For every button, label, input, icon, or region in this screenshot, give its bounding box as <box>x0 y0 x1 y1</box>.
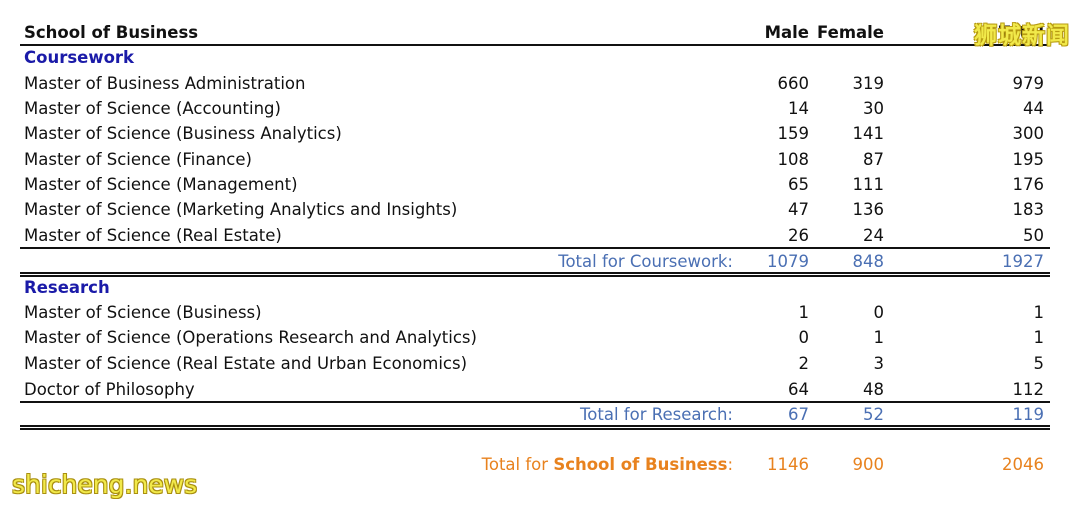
table-row: Master of Science (Management) 65 111 17… <box>0 172 1080 197</box>
program-name: Master of Science (Operations Research a… <box>24 328 477 347</box>
total-count: 183 <box>1012 200 1045 219</box>
subtotal-row-research: Total for Research: 67 52 119 <box>0 402 1080 427</box>
subtotal-divider <box>20 247 1050 249</box>
section-heading-row: Research <box>0 275 1080 300</box>
section-heading-coursework: Coursework <box>24 48 135 67</box>
female-count: 141 <box>852 124 885 143</box>
male-subtotal: 1079 <box>767 252 809 271</box>
total-column-header: Total <box>998 23 1044 42</box>
male-count: 64 <box>788 380 809 399</box>
grand-total-double-divider <box>20 425 1050 430</box>
male-count: 159 <box>777 124 810 143</box>
subtotal-label: Total for Research: <box>580 405 733 424</box>
table-row: Master of Business Administration 660 31… <box>0 71 1080 96</box>
female-count: 0 <box>873 303 885 322</box>
female-column-header: Female <box>817 23 884 42</box>
total-count: 195 <box>1012 150 1045 169</box>
male-count: 65 <box>788 175 809 194</box>
program-name: Master of Science (Real Estate) <box>24 226 282 245</box>
total-subtotal: 119 <box>1012 405 1045 424</box>
grand-total-label: Total for School of Business: <box>481 455 733 474</box>
male-grand-total: 1146 <box>767 455 809 474</box>
female-count: 1 <box>873 328 885 347</box>
table-row: Master of Science (Operations Research a… <box>0 325 1080 350</box>
female-count: 30 <box>863 99 884 118</box>
total-count: 5 <box>1033 354 1045 373</box>
section-heading-research: Research <box>24 278 110 297</box>
grand-total-school-name: School of Business <box>553 455 728 474</box>
subtotal-divider <box>20 401 1050 403</box>
female-count: 87 <box>863 150 884 169</box>
section-double-divider <box>20 272 1050 277</box>
subtotal-row-coursework: Total for Coursework: 1079 848 1927 <box>0 249 1080 274</box>
program-name: Doctor of Philosophy <box>24 380 195 399</box>
table-header: School of Business Male Female Total <box>0 20 1080 45</box>
female-subtotal: 848 <box>852 252 885 271</box>
table-row: Master of Science (Accounting) 14 30 44 <box>0 96 1080 121</box>
male-count: 0 <box>798 328 810 347</box>
table-row: Master of Science (Marketing Analytics a… <box>0 197 1080 222</box>
total-count: 44 <box>1023 99 1044 118</box>
male-count: 26 <box>788 226 809 245</box>
total-count: 1 <box>1033 328 1045 347</box>
female-count: 3 <box>873 354 885 373</box>
total-count: 1 <box>1033 303 1045 322</box>
total-count: 300 <box>1012 124 1045 143</box>
female-grand-total: 900 <box>852 455 885 474</box>
school-title: School of Business <box>24 23 199 42</box>
male-count: 108 <box>777 150 810 169</box>
male-count: 1 <box>798 303 810 322</box>
program-name: Master of Science (Business) <box>24 303 262 322</box>
program-name: Master of Science (Real Estate and Urban… <box>24 354 468 373</box>
total-subtotal: 1927 <box>1002 252 1044 271</box>
total-count: 176 <box>1012 175 1045 194</box>
table-row: Master of Science (Business Analytics) 1… <box>0 121 1080 146</box>
table-row: Master of Science (Real Estate) 26 24 50 <box>0 223 1080 248</box>
female-count: 24 <box>863 226 884 245</box>
watermark-english: shicheng.news <box>12 470 198 499</box>
male-column-header: Male <box>764 23 809 42</box>
program-name: Master of Science (Finance) <box>24 150 252 169</box>
total-grand-total: 2046 <box>1002 455 1044 474</box>
table-row: Master of Science (Finance) 108 87 195 <box>0 147 1080 172</box>
female-count: 136 <box>852 200 885 219</box>
subtotal-label: Total for Coursework: <box>558 252 733 271</box>
female-count: 319 <box>852 74 885 93</box>
program-name: Master of Science (Management) <box>24 175 298 194</box>
male-count: 47 <box>788 200 809 219</box>
total-count: 112 <box>1012 380 1045 399</box>
program-name: Master of Science (Accounting) <box>24 99 281 118</box>
header-divider <box>20 44 1050 46</box>
male-subtotal: 67 <box>788 405 809 424</box>
total-count: 50 <box>1023 226 1044 245</box>
program-name: Master of Business Administration <box>24 74 306 93</box>
section-heading-row: Coursework <box>0 45 1080 70</box>
male-count: 14 <box>788 99 809 118</box>
grand-total-row: Total for School of Business: 1146 900 2… <box>0 452 1080 477</box>
table-row: Doctor of Philosophy 64 48 112 <box>0 377 1080 402</box>
male-count: 660 <box>777 74 810 93</box>
male-count: 2 <box>798 354 810 373</box>
female-count: 48 <box>863 380 884 399</box>
female-count: 111 <box>852 175 885 194</box>
table-row: Master of Science (Real Estate and Urban… <box>0 351 1080 376</box>
watermark-chinese: 狮城新闻 <box>974 23 1070 49</box>
program-name: Master of Science (Marketing Analytics a… <box>24 200 458 219</box>
female-subtotal: 52 <box>863 405 884 424</box>
total-count: 979 <box>1012 74 1045 93</box>
program-name: Master of Science (Business Analytics) <box>24 124 342 143</box>
table-row: Master of Science (Business) 1 0 1 <box>0 300 1080 325</box>
